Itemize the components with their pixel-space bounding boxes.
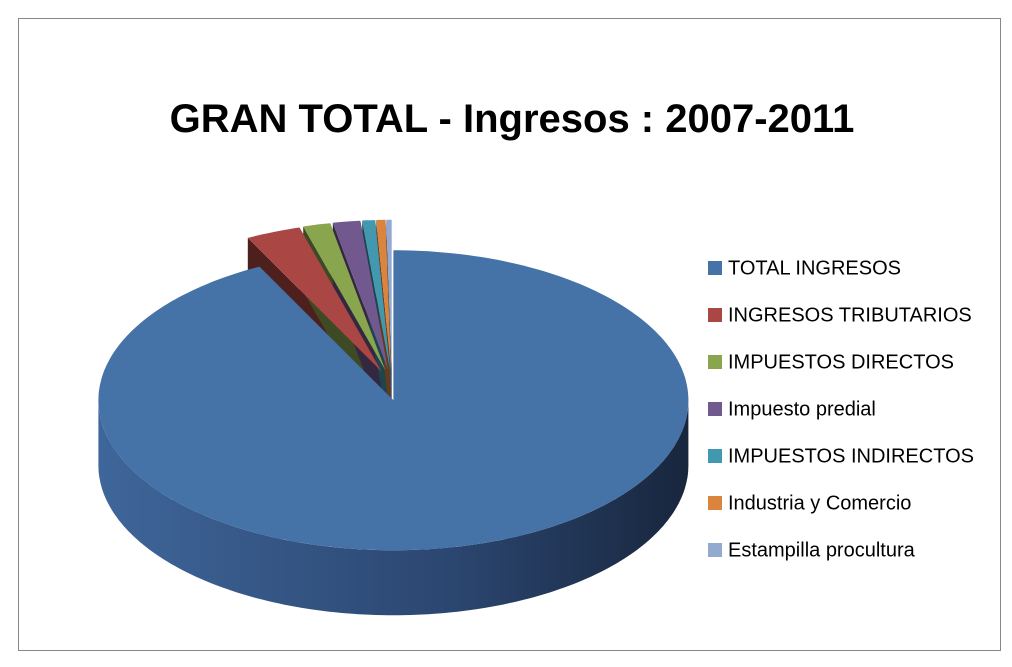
legend: TOTAL INGRESOS INGRESOS TRIBUTARIOS IMPUES… xyxy=(708,257,974,561)
legend-swatch xyxy=(708,449,722,463)
legend-swatch xyxy=(708,261,722,275)
chart-title: GRAN TOTAL - Ingresos : 2007-2011 xyxy=(170,97,855,141)
legend-swatch xyxy=(708,496,722,510)
slice xyxy=(247,227,382,372)
slice xyxy=(98,250,689,551)
slice xyxy=(332,220,389,371)
pie xyxy=(98,219,689,616)
legend-label: INGRESOS TRIBUTARIOS xyxy=(728,304,972,326)
slice-side xyxy=(98,400,689,616)
slice xyxy=(386,219,392,370)
slice xyxy=(362,220,390,370)
legend-swatch xyxy=(708,402,722,416)
slice xyxy=(303,223,386,371)
legend-label: TOTAL INGRESOS xyxy=(728,257,901,279)
legend-label: IMPUESTOS INDIRECTOS xyxy=(728,445,974,467)
legend-swatch xyxy=(708,543,722,557)
legend-swatch xyxy=(708,308,722,322)
legend-label: Industria y Comercio xyxy=(728,492,911,514)
slice xyxy=(376,219,391,370)
legend-label: Impuesto predial xyxy=(728,398,876,420)
legend-label: IMPUESTOS DIRECTOS xyxy=(728,351,954,373)
legend-swatch xyxy=(708,355,722,369)
legend-label: Estampilla procultura xyxy=(728,539,916,561)
